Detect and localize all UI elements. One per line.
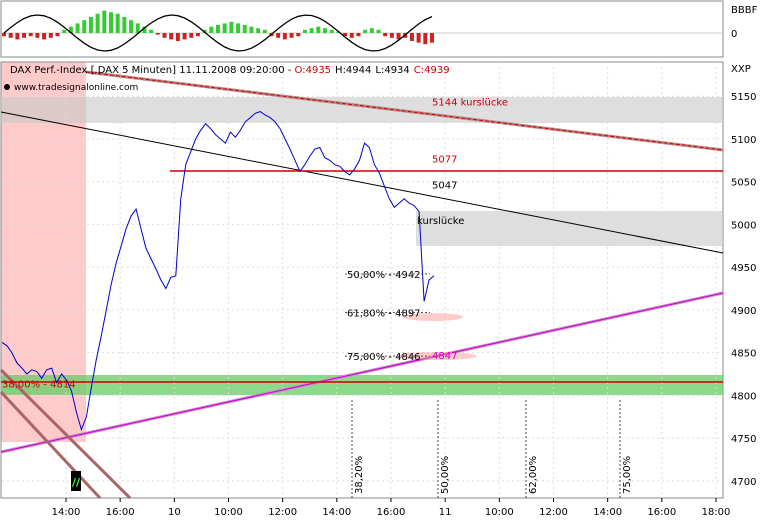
- x-tick-label: 12:00: [268, 507, 297, 518]
- retracement-label: 61,80% - 4897: [347, 308, 421, 319]
- time-fib-label: 50,00%: [440, 456, 451, 494]
- y-tick-label: 4900: [731, 306, 756, 317]
- x-tick-label: 14:00: [593, 507, 622, 518]
- x-tick-label: 18:00: [702, 507, 731, 518]
- price-level-label: 4847: [432, 351, 457, 362]
- indicator-oscillator-line: [3, 14, 433, 52]
- retracement-label: 75,00% - 4846: [347, 352, 421, 363]
- marker-badge: [71, 471, 81, 491]
- price-level-label: kurslücke: [417, 216, 464, 227]
- x-tick-label: 10:00: [214, 507, 243, 518]
- trendline-steep-1: [0, 368, 132, 500]
- y-tick-label: 4850: [731, 349, 756, 360]
- x-tick-label: 14:00: [52, 507, 81, 518]
- title-instrument: DAX Perf.-Index [.DAX 5 Minuten] 11.11.2…: [10, 65, 295, 76]
- gap-band-lower: [416, 211, 723, 246]
- trendline-steep-2: [0, 390, 102, 500]
- y-tick-label: 4750: [731, 434, 756, 445]
- x-tick-label: 16:00: [647, 507, 676, 518]
- indicator-tick-label: BBBF: [731, 5, 758, 16]
- retracement-ellipse: [403, 313, 463, 321]
- y-tick-label: 4800: [731, 391, 756, 402]
- price-level-label: 5047: [432, 180, 457, 191]
- time-fib-label: 62,00%: [528, 456, 539, 494]
- source-label: www.tradesignalonline.com: [14, 83, 138, 93]
- y-tick-label: 4700: [731, 477, 756, 488]
- chart-title: DAX Perf.-Index [.DAX 5 Minuten] 11.11.2…: [10, 65, 450, 76]
- y-tick-label: 5000: [731, 220, 756, 231]
- title-low: L:4934: [375, 65, 409, 76]
- retracement-ellipse: [397, 352, 477, 360]
- trendlines: [0, 70, 724, 500]
- retracement-label: 50,00% - 4942: [347, 270, 421, 281]
- x-tick-label: 12:00: [539, 507, 568, 518]
- marker-label: //: [72, 476, 81, 489]
- x-tick-label: 10: [168, 507, 181, 518]
- x-tick-label: 11: [439, 507, 452, 518]
- x-tick-label: 10:00: [485, 507, 514, 518]
- y-tick-label: 5150: [731, 92, 756, 103]
- x-tick-label: 16:00: [106, 507, 135, 518]
- gap-band-upper: [1, 97, 723, 123]
- time-fib-label: 75,00%: [622, 456, 633, 494]
- trendline-upper: [85, 71, 724, 151]
- title-high: H:4944: [335, 65, 371, 76]
- x-tick-label: 16:00: [377, 507, 406, 518]
- price-level-label: 38,00% - 4814: [2, 379, 76, 390]
- y-tick-label: 4950: [731, 263, 756, 274]
- title-close: C:4939: [414, 65, 450, 76]
- trendline-up: [0, 292, 724, 453]
- price-series-line[interactable]: [1, 111, 435, 432]
- trendline-down: [0, 111, 724, 254]
- indicator-tick-label: 0: [731, 29, 737, 40]
- x-tick-label: 14:00: [322, 507, 351, 518]
- time-fib-label: 38,20%: [354, 456, 365, 494]
- price-level-label: 5144 kurslücke: [432, 97, 508, 108]
- y-axis-label: XXP: [731, 64, 751, 75]
- y-tick-label: 5050: [731, 178, 756, 189]
- title-open: O:4935: [295, 65, 332, 76]
- source-icon: [4, 84, 10, 90]
- y-tick-label: 5100: [731, 135, 756, 146]
- indicator-panel: BBBF 0: [0, 0, 758, 58]
- price-level-label: 5077: [432, 155, 457, 166]
- support-band: [1, 375, 723, 395]
